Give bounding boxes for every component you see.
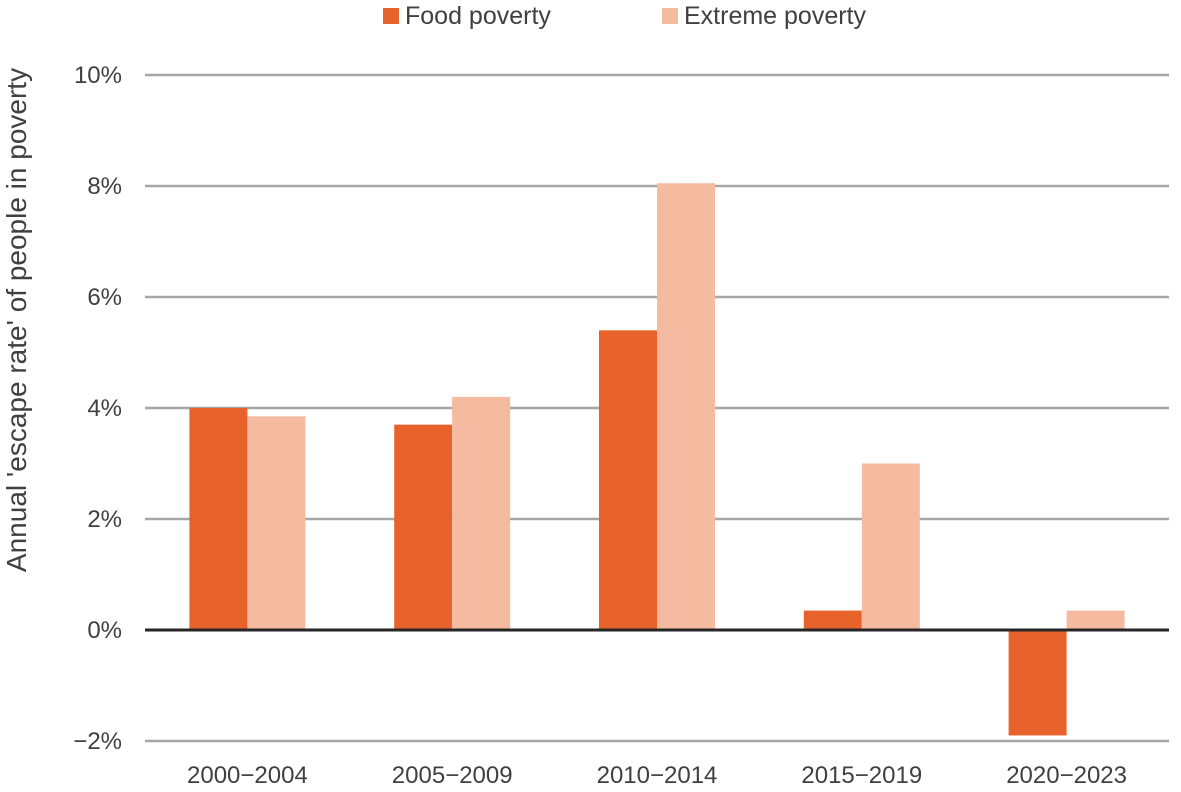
x-tick-label: 2020−2023 bbox=[1006, 762, 1127, 789]
x-tick-label: 2005−2009 bbox=[392, 762, 513, 789]
bar-food-poverty bbox=[189, 408, 248, 630]
bar-extreme-poverty bbox=[247, 416, 306, 630]
y-tick-label: 10% bbox=[74, 62, 122, 89]
bar-extreme-poverty bbox=[452, 396, 511, 630]
y-tick-labels: −2% 0% 2% 4% 6% 8% 10% bbox=[73, 62, 122, 755]
bar-food-poverty bbox=[1008, 630, 1067, 736]
bar-food-poverty bbox=[803, 610, 862, 630]
bar-food-poverty bbox=[394, 424, 453, 630]
legend-swatch bbox=[662, 8, 678, 24]
legend-label: Food poverty bbox=[405, 2, 551, 30]
y-tick-label: 0% bbox=[87, 617, 122, 644]
bar-food-poverty bbox=[599, 330, 657, 630]
legend-label: Extreme poverty bbox=[684, 2, 867, 30]
x-tick-label: 2000−2004 bbox=[187, 762, 308, 789]
y-axis-title: Annual 'escape rate' of people in povert… bbox=[1, 68, 32, 572]
y-tick-label: 4% bbox=[87, 395, 122, 422]
bars bbox=[189, 183, 1125, 736]
y-tick-label: 8% bbox=[87, 173, 122, 200]
y-tick-label: −2% bbox=[73, 728, 122, 755]
legend: Food poverty Extreme poverty bbox=[383, 2, 867, 30]
bar-extreme-poverty bbox=[861, 463, 920, 630]
bar-extreme-poverty bbox=[657, 183, 715, 630]
bar-extreme-poverty bbox=[1066, 610, 1125, 630]
x-tick-label: 2015−2019 bbox=[801, 762, 922, 789]
y-tick-label: 2% bbox=[87, 506, 122, 533]
x-tick-label: 2010−2014 bbox=[597, 762, 718, 789]
legend-swatch bbox=[383, 8, 399, 24]
y-tick-label: 6% bbox=[87, 284, 122, 311]
x-tick-labels: 2000−2004 2005−2009 2010−2014 2015−2019 2020… bbox=[187, 762, 1127, 789]
